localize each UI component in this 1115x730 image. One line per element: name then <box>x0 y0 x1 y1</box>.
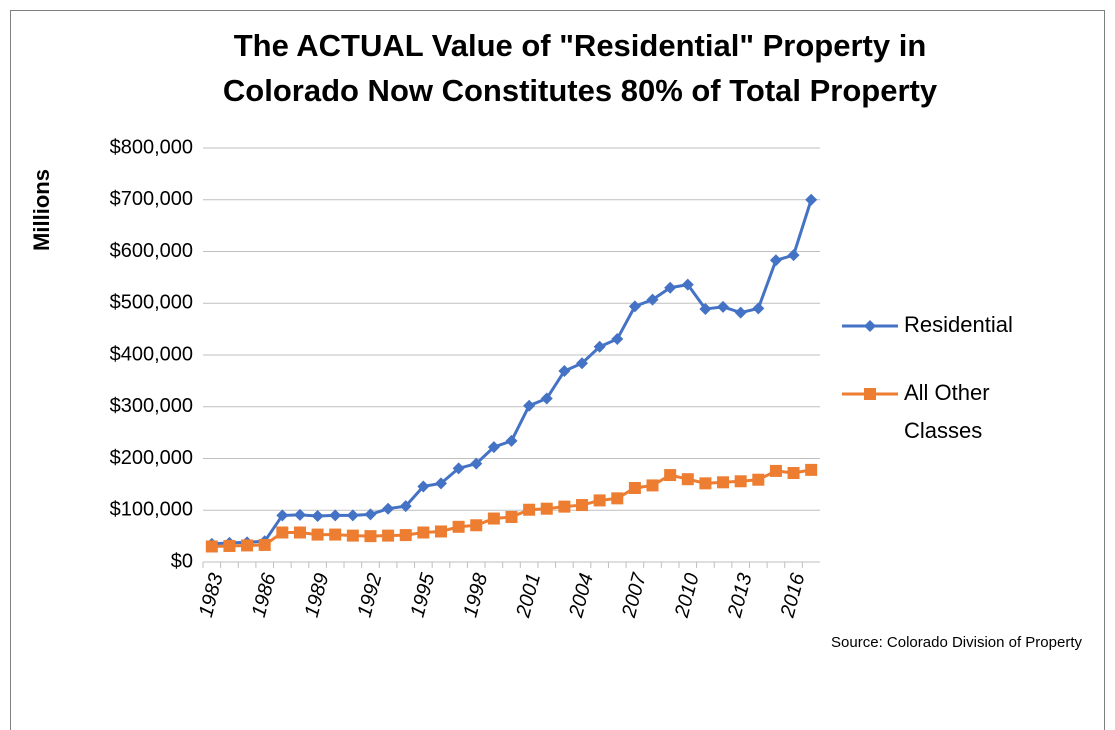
x-tick-label: 1989 <box>301 571 334 620</box>
legend-marker <box>864 320 876 332</box>
data-point <box>681 278 694 291</box>
legend-label: All Other <box>904 380 990 405</box>
data-point <box>752 473 765 486</box>
data-point <box>628 300 641 313</box>
source-note: Source: Colorado Division of Property <box>831 634 1082 651</box>
data-point <box>382 529 395 542</box>
x-tick-label: 2007 <box>618 570 651 620</box>
data-point <box>329 528 342 541</box>
x-tick-label: 2016 <box>776 570 809 620</box>
data-point <box>311 509 324 522</box>
data-point <box>734 306 747 319</box>
data-point <box>417 526 430 539</box>
x-tick-label: 2004 <box>565 571 598 621</box>
legend-label: All Other <box>904 380 990 405</box>
data-point <box>611 492 624 505</box>
y-axis-label: Millions <box>29 169 54 251</box>
data-point <box>664 469 677 482</box>
data-point <box>364 530 377 543</box>
x-tick-label: 1995 <box>407 570 440 620</box>
data-point <box>276 509 289 522</box>
y-tick-label: $100,000 <box>110 499 193 521</box>
x-tick-label: 1983 <box>195 571 228 620</box>
data-point <box>611 332 624 345</box>
data-point <box>399 500 412 513</box>
data-point <box>805 463 818 476</box>
data-point <box>717 476 730 489</box>
data-point <box>646 479 659 492</box>
data-point <box>505 510 518 523</box>
data-point <box>452 520 465 533</box>
data-point <box>399 529 412 542</box>
data-point <box>734 475 747 488</box>
data-point <box>434 477 447 490</box>
data-point <box>346 509 359 522</box>
data-point <box>505 434 518 447</box>
x-tick-label: 1998 <box>459 571 492 620</box>
data-point <box>752 302 765 315</box>
y-tick-label: $800,000 <box>110 136 193 158</box>
data-point <box>223 539 236 552</box>
legend-label: Residential <box>904 312 1013 337</box>
data-point <box>311 528 324 541</box>
data-point <box>805 193 818 206</box>
y-tick-label: $400,000 <box>110 343 193 365</box>
data-point <box>646 293 659 306</box>
data-point <box>329 509 342 522</box>
data-point <box>699 477 712 490</box>
y-tick-label: $300,000 <box>110 395 193 417</box>
data-point <box>487 512 500 525</box>
data-point <box>664 281 677 294</box>
data-point <box>681 473 694 486</box>
chart-title: Colorado Now Constitutes 80% of Total Pr… <box>223 73 938 108</box>
data-point <box>523 503 536 516</box>
y-tick-label: $200,000 <box>110 447 193 469</box>
chart-frame <box>10 10 1105 730</box>
data-point <box>558 500 571 513</box>
data-point <box>293 508 306 521</box>
x-tick-label: 1992 <box>354 571 387 620</box>
data-point <box>364 508 377 521</box>
data-point <box>434 525 447 538</box>
data-point <box>382 502 395 515</box>
data-point <box>205 540 218 553</box>
data-point <box>452 462 465 475</box>
data-point <box>276 526 289 539</box>
x-tick-label: 2013 <box>724 571 757 621</box>
data-point <box>540 392 553 405</box>
data-point <box>293 526 306 539</box>
data-point <box>593 340 606 353</box>
data-point <box>258 538 271 551</box>
data-point <box>241 539 254 552</box>
y-tick-label: $600,000 <box>110 240 193 262</box>
data-point <box>558 365 571 378</box>
data-point <box>523 399 536 412</box>
y-tick-label: $500,000 <box>110 292 193 314</box>
legend-marker <box>864 388 876 400</box>
x-tick-label: 1986 <box>248 570 281 620</box>
data-point <box>699 302 712 315</box>
data-point <box>487 441 500 454</box>
data-point <box>540 502 553 515</box>
data-point <box>593 494 606 507</box>
data-point <box>417 480 430 493</box>
chart-title: The ACTUAL Value of "Residential" Proper… <box>234 28 927 63</box>
data-point <box>346 529 359 542</box>
x-tick-label: 2010 <box>671 571 704 621</box>
y-tick-label: $700,000 <box>110 188 193 210</box>
data-point <box>576 499 589 512</box>
data-point <box>576 357 589 370</box>
data-point <box>769 464 782 477</box>
x-tick-label: 2001 <box>512 571 545 621</box>
data-point <box>470 519 483 532</box>
legend-label: Classes <box>904 418 982 443</box>
data-point <box>787 249 800 262</box>
data-point <box>717 300 730 313</box>
data-point <box>470 457 483 470</box>
data-point <box>628 481 641 494</box>
data-point <box>769 254 782 267</box>
data-point <box>787 466 800 479</box>
y-tick-label: $0 <box>171 550 193 572</box>
